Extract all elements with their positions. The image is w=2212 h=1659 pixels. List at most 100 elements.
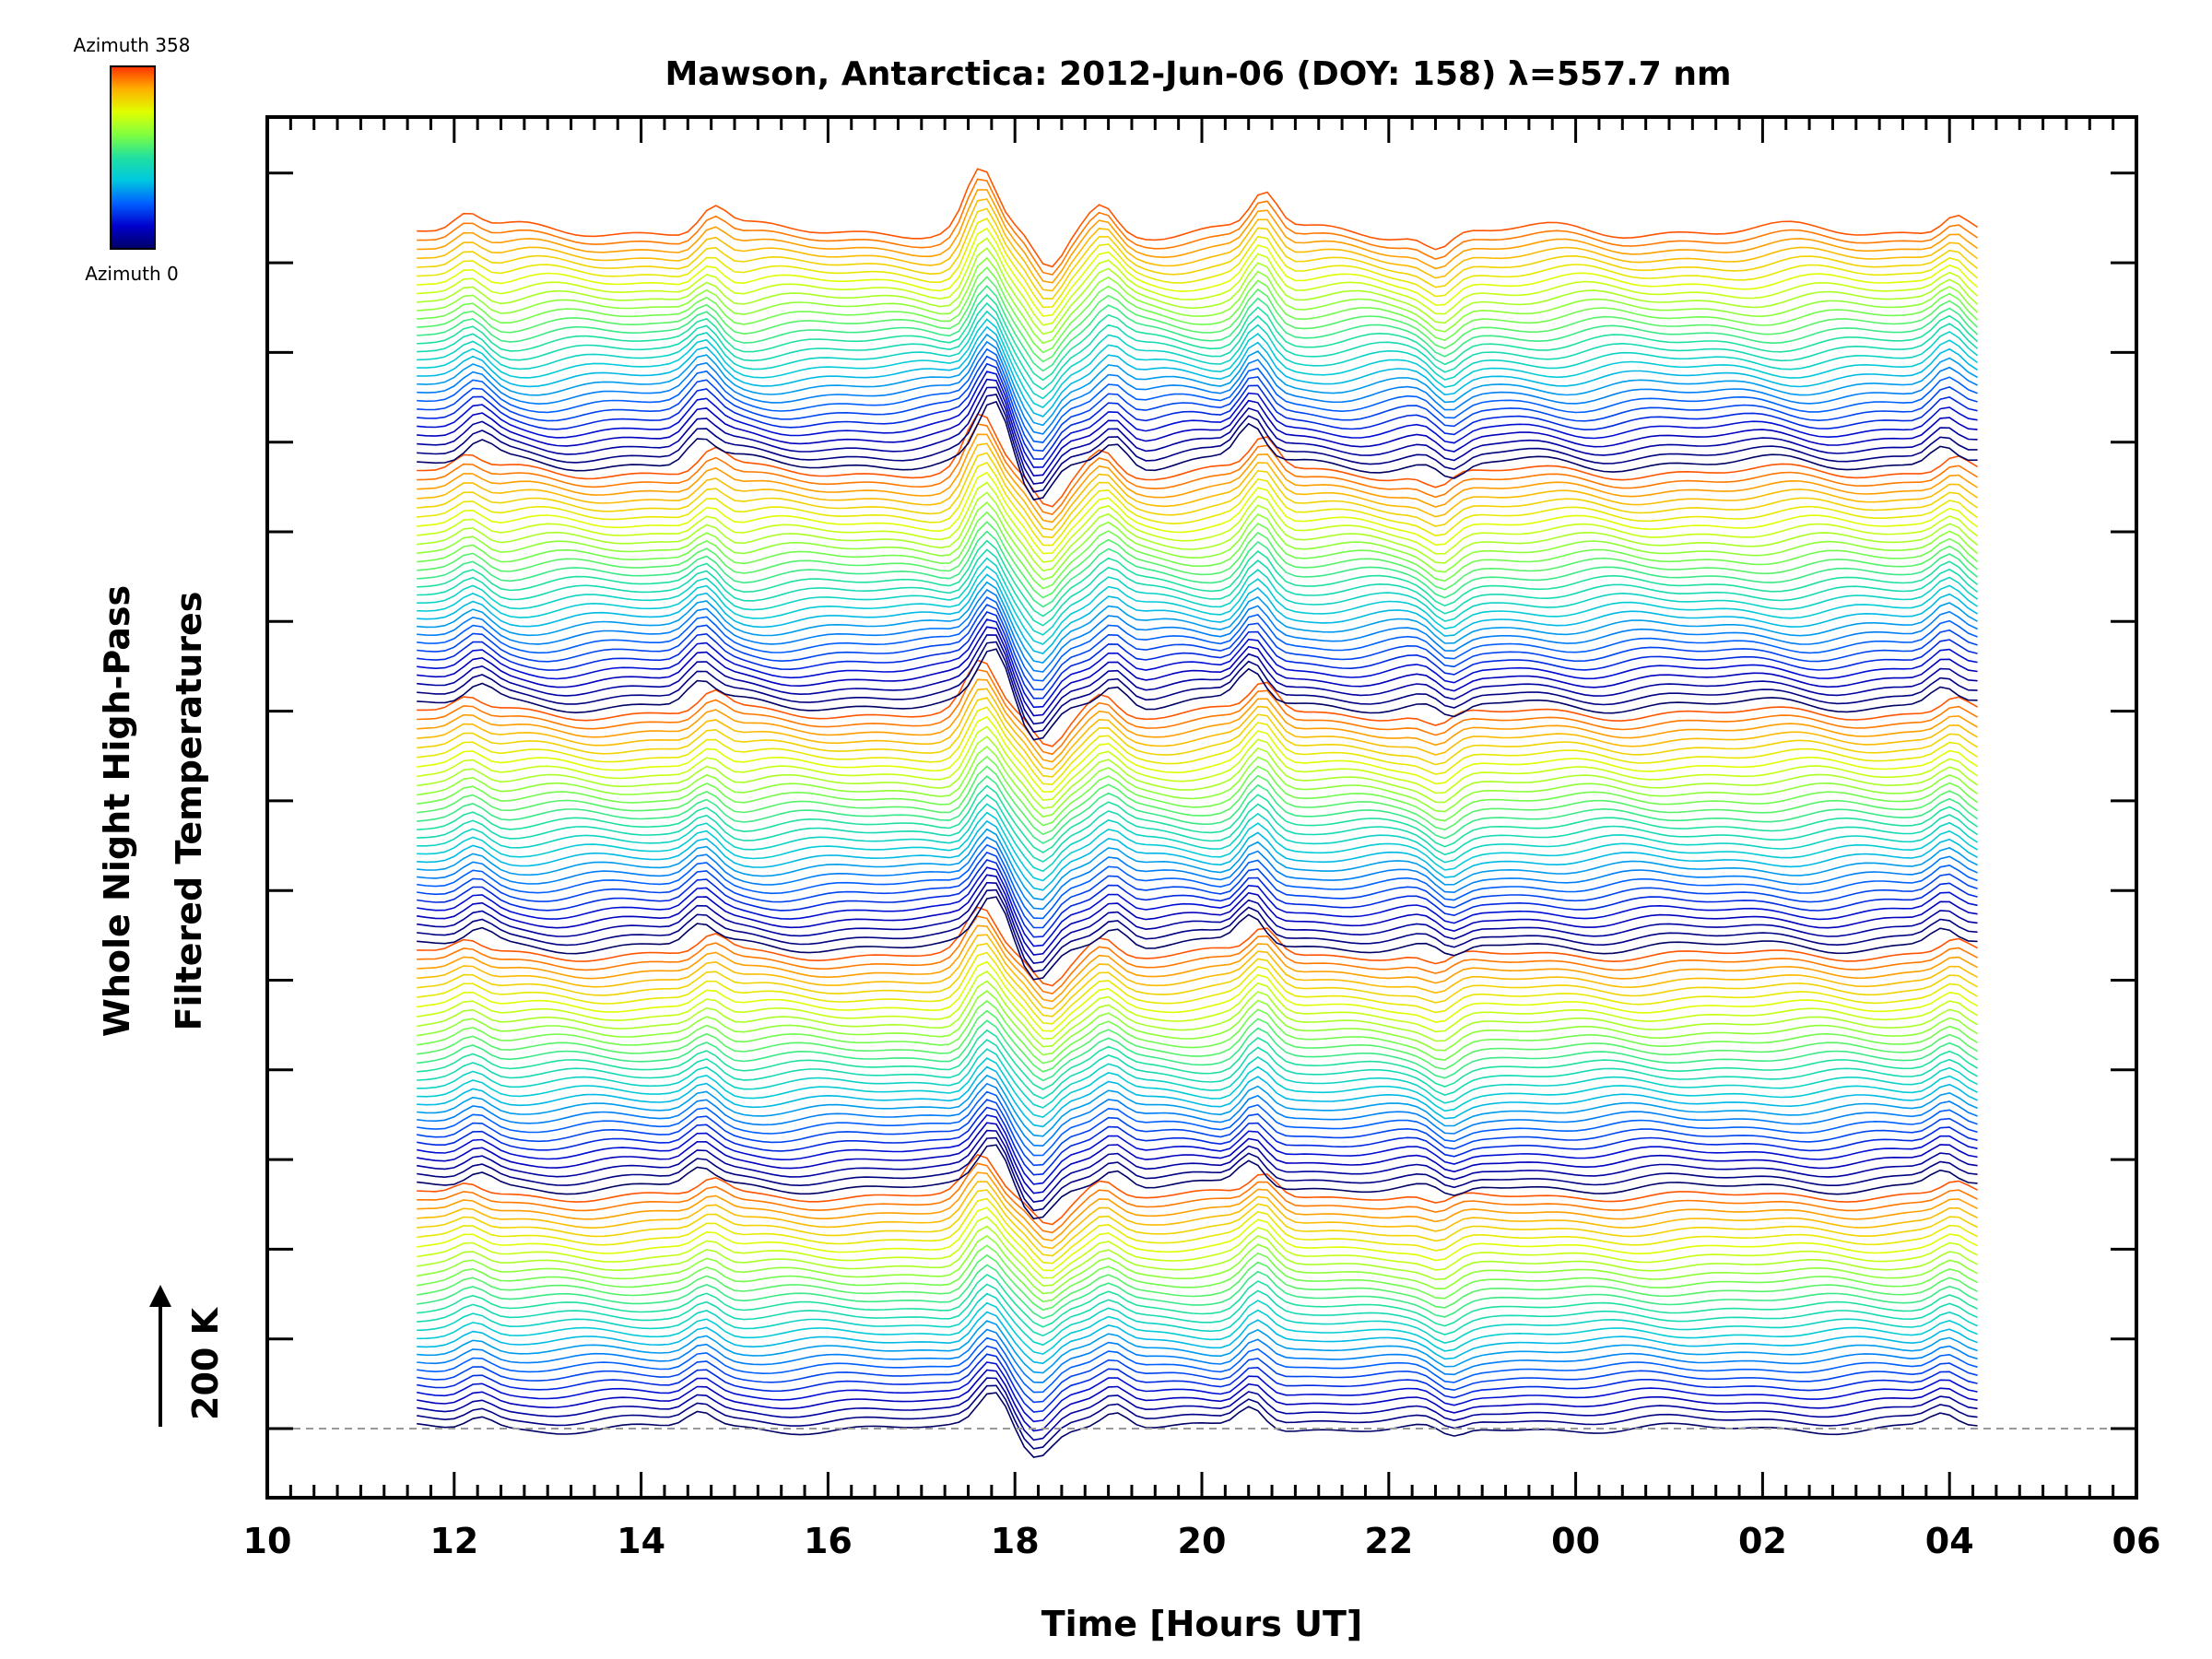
series-line: [417, 1264, 1978, 1320]
series-line: [417, 648, 1978, 741]
series-line: [417, 595, 1978, 682]
series-line: [417, 461, 1979, 547]
series-line: [417, 548, 1979, 627]
series-line: [417, 433, 1979, 524]
series-line: [417, 859, 1978, 938]
series-line: [417, 310, 1979, 400]
series-line: [417, 573, 1979, 655]
series-line: [417, 659, 1978, 747]
scale-arrow-head: [149, 1285, 171, 1307]
series-line: [417, 325, 1979, 418]
series-line: [417, 866, 1978, 947]
series-layer: [417, 168, 1979, 1458]
series-line: [417, 915, 1978, 994]
colorbar-top-label: Azimuth 358: [74, 34, 191, 56]
series-line: [417, 1129, 1978, 1204]
series-line: [417, 423, 1979, 515]
series-line: [417, 951, 1978, 1025]
series-line: [417, 511, 1979, 590]
series-line: [417, 668, 1978, 756]
series-line: [417, 843, 1978, 920]
series-line: [417, 980, 1979, 1048]
series-line: [417, 1216, 1978, 1279]
series-line: [417, 256, 1979, 345]
colorbar-gradient: [110, 65, 156, 250]
series-line: [417, 247, 1979, 335]
series-line: [417, 828, 1978, 900]
series-line: [417, 1106, 1978, 1176]
series-line: [417, 618, 1978, 709]
series-line: [417, 1136, 1978, 1212]
series-line: [417, 442, 1979, 531]
series-line: [417, 227, 1979, 317]
y-axis-title-line1: Whole Night High-Pass: [97, 585, 137, 1037]
series-line: [417, 1039, 1978, 1100]
series-line: [417, 896, 1978, 981]
series-line: [417, 1082, 1978, 1147]
series-line: [417, 539, 1979, 618]
series-line: [417, 362, 1978, 460]
series-line: [417, 207, 1979, 300]
series-line: [417, 881, 1978, 965]
series-line: [417, 400, 1978, 501]
series-line: [417, 836, 1978, 911]
y-axis-title: Whole Night High-Pass Filtered Temperatu…: [97, 585, 209, 1037]
series-line: [417, 811, 1979, 882]
series-line: [417, 1029, 1979, 1090]
series-line: [417, 934, 1978, 1010]
series-line: [417, 1162, 1978, 1234]
series-line: [417, 725, 1979, 801]
x-tick-label: 04: [1925, 1521, 1974, 1561]
series-line: [417, 1311, 1978, 1365]
series-line: [417, 1090, 1978, 1157]
series-line: [417, 452, 1979, 539]
series-line: [417, 500, 1979, 581]
series-line: [417, 626, 1978, 717]
series-line: [417, 1048, 1978, 1109]
series-line: [417, 906, 1978, 987]
series-line: [417, 706, 1979, 785]
x-tick-label: 14: [617, 1521, 665, 1561]
series-line: [417, 1181, 1978, 1250]
series-line: [417, 1057, 1978, 1118]
series-line: [417, 1377, 1978, 1441]
series-line: [417, 971, 1979, 1040]
series-line: [417, 641, 1978, 733]
x-tick-label: 10: [243, 1521, 292, 1561]
series-line: [417, 1253, 1978, 1312]
series-line: [417, 611, 1978, 700]
series-line: [417, 217, 1979, 309]
series-line: [417, 1065, 1978, 1128]
series-line: [417, 1189, 1978, 1257]
series-line: [417, 333, 1978, 427]
series-line: [417, 1336, 1978, 1394]
series-line: [417, 521, 1979, 599]
series-line: [417, 1369, 1978, 1432]
x-tick-labels: 10 12 14 16 18 20 22 00 02 04 06: [243, 1521, 2161, 1561]
series-line: [417, 198, 1979, 292]
series-line: [417, 581, 1978, 664]
series-line: [417, 851, 1978, 929]
chart-title: Mawson, Antarctica: 2012-Jun-06 (DOY: 15…: [665, 55, 1731, 93]
series-line: [417, 775, 1979, 844]
tick-layer: [265, 117, 2138, 1498]
series-line: [417, 784, 1979, 853]
series-line: [417, 697, 1979, 778]
series-line: [417, 924, 1978, 1003]
series-line: [417, 189, 1979, 284]
series-line: [417, 413, 1979, 508]
series-line: [417, 378, 1978, 477]
series-line: [417, 178, 1979, 276]
series-line: [417, 471, 1979, 555]
series-line: [417, 371, 1978, 468]
series-line: [417, 874, 1978, 956]
series-line: [417, 237, 1979, 326]
series-line: [417, 266, 1979, 354]
x-tick-label: 22: [1364, 1521, 1413, 1561]
series-line: [417, 347, 1978, 443]
series-line: [417, 1301, 1978, 1356]
series-line: [417, 1144, 1978, 1220]
series-line: [417, 1384, 1978, 1450]
y-axis-title-line2: Filtered Temperatures: [169, 592, 209, 1031]
